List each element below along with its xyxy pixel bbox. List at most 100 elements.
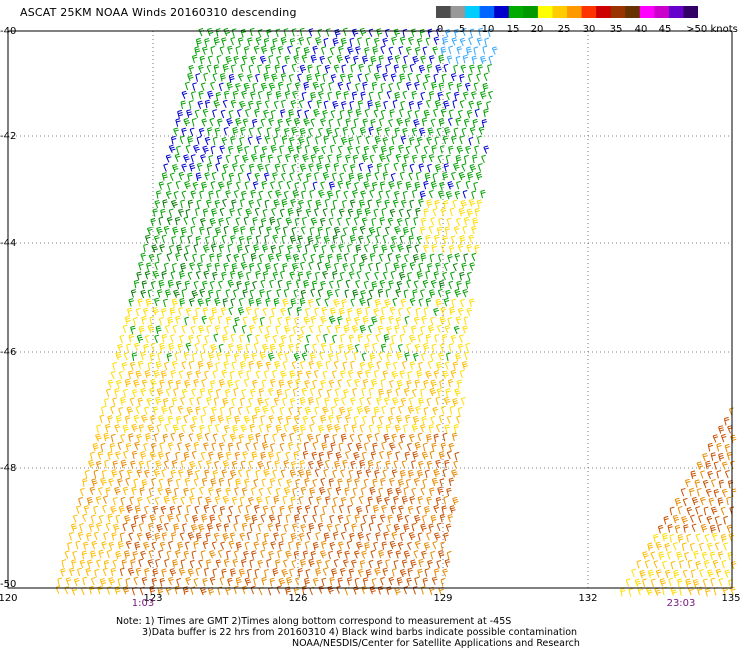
wind-barb bbox=[90, 550, 97, 559]
wind-barb bbox=[407, 72, 413, 82]
wind-barb bbox=[189, 559, 195, 569]
wind-barb bbox=[291, 227, 297, 236]
wind-barb bbox=[413, 216, 419, 226]
wind-barb bbox=[156, 253, 162, 262]
wind-barb bbox=[274, 460, 280, 469]
lat-label-48: -48 bbox=[0, 463, 17, 474]
wind-barb bbox=[306, 74, 313, 83]
wind-barb bbox=[357, 433, 363, 443]
wind-barb bbox=[318, 127, 323, 137]
wind-barb bbox=[373, 72, 381, 81]
wind-barb bbox=[163, 163, 169, 172]
wind-barb bbox=[342, 27, 348, 36]
wind-barb bbox=[244, 244, 250, 254]
wind-barb bbox=[442, 568, 448, 577]
wind-barb bbox=[152, 270, 160, 279]
wind-barb bbox=[447, 254, 453, 263]
wind-barb bbox=[222, 99, 228, 108]
wind-barb bbox=[340, 370, 346, 379]
wind-barb bbox=[350, 63, 356, 73]
wind-barb bbox=[101, 469, 107, 479]
wind-barb bbox=[655, 541, 663, 551]
wind-barb bbox=[282, 361, 288, 370]
wind-barb bbox=[425, 37, 431, 46]
wind-barb bbox=[320, 550, 327, 559]
wind-barb bbox=[257, 523, 263, 532]
wind-barb bbox=[332, 434, 338, 443]
wind-barb bbox=[394, 325, 400, 334]
wind-barb bbox=[257, 397, 264, 406]
wind-barb bbox=[183, 154, 190, 163]
wind-barb bbox=[258, 424, 264, 433]
wind-barb bbox=[356, 405, 364, 415]
legend-label-45: 45 bbox=[658, 24, 672, 35]
wind-barb bbox=[376, 360, 382, 370]
wind-barb bbox=[430, 181, 438, 190]
wind-barb bbox=[340, 37, 347, 47]
wind-barb bbox=[281, 198, 288, 208]
wind-barb bbox=[121, 559, 127, 568]
wind-barb bbox=[277, 279, 283, 289]
wind-barb bbox=[224, 90, 230, 100]
wind-barb bbox=[181, 388, 188, 397]
wind-barb bbox=[316, 360, 323, 370]
wind-barb bbox=[423, 109, 430, 118]
wind-barb bbox=[200, 451, 206, 461]
wind-barb bbox=[260, 217, 267, 227]
wind-barb bbox=[435, 459, 441, 469]
wind-barb bbox=[396, 351, 403, 361]
wind-barb bbox=[436, 361, 443, 371]
wind-barb bbox=[333, 397, 340, 406]
wind-barb bbox=[210, 181, 216, 190]
wind-barb bbox=[311, 451, 318, 460]
wind-barb bbox=[340, 567, 346, 577]
wind-barb bbox=[101, 541, 107, 550]
wind-barb bbox=[397, 243, 404, 253]
wind-barb bbox=[456, 280, 462, 290]
wind-barb bbox=[414, 181, 421, 191]
wind-barb bbox=[404, 316, 410, 325]
wind-barb bbox=[370, 118, 376, 128]
wind-barb bbox=[453, 325, 460, 335]
wind-barb bbox=[390, 505, 397, 514]
wind-barb bbox=[263, 109, 269, 119]
wind-barb bbox=[399, 235, 405, 244]
wind-barb bbox=[118, 407, 123, 416]
wind-barb bbox=[354, 514, 360, 523]
wind-barb bbox=[438, 451, 445, 460]
wind-barb bbox=[324, 459, 330, 469]
wind-barb bbox=[133, 342, 140, 351]
wind-barb bbox=[721, 488, 728, 498]
wind-barb bbox=[453, 28, 460, 38]
wind-barb bbox=[466, 307, 473, 316]
wind-barb bbox=[184, 81, 190, 91]
wind-barb bbox=[227, 243, 233, 253]
wind-barb bbox=[393, 28, 401, 37]
legend-label-25: 25 bbox=[557, 24, 571, 35]
wind-barb bbox=[424, 172, 431, 182]
wind-barb bbox=[468, 198, 476, 208]
wind-barb bbox=[114, 388, 120, 397]
wind-barb bbox=[366, 433, 373, 443]
wind-barb bbox=[260, 45, 268, 55]
wind-barb bbox=[366, 533, 371, 542]
wind-barb bbox=[176, 578, 182, 587]
wind-barb bbox=[291, 164, 297, 173]
wind-barb bbox=[463, 118, 470, 127]
wind-barb bbox=[209, 117, 215, 127]
wind-barb bbox=[244, 513, 251, 523]
wind-barb bbox=[446, 487, 452, 497]
wind-barb bbox=[407, 567, 413, 577]
wind-barb bbox=[419, 28, 425, 38]
wind-barb bbox=[647, 569, 654, 579]
wind-barb bbox=[262, 505, 269, 514]
wind-barb bbox=[448, 442, 455, 452]
wind-barb bbox=[166, 352, 172, 362]
wind-barb bbox=[139, 487, 145, 496]
wind-barb bbox=[324, 397, 330, 406]
wind-barb bbox=[376, 495, 383, 505]
wind-barb bbox=[128, 298, 134, 307]
wind-barb bbox=[386, 154, 392, 163]
wind-barb bbox=[230, 37, 236, 46]
wind-barb bbox=[303, 46, 310, 56]
